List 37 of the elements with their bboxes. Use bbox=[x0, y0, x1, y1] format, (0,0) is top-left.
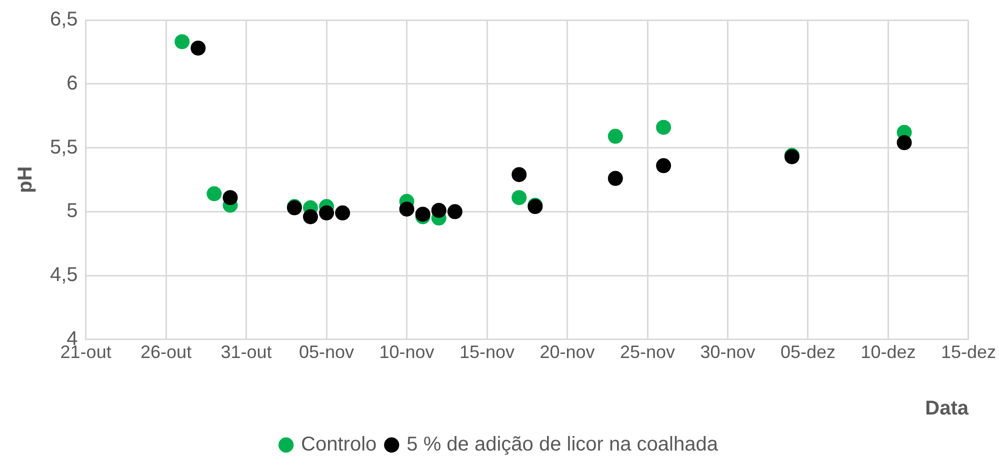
x-tick-label: 26-out bbox=[140, 342, 192, 362]
y-tick-label: 4,5 bbox=[50, 264, 78, 286]
x-tick-label: 10-nov bbox=[379, 342, 434, 362]
point bbox=[512, 167, 527, 182]
point bbox=[335, 205, 350, 220]
x-axis-title: Data bbox=[925, 398, 970, 420]
x-tick-label: 05-dez bbox=[780, 342, 836, 362]
point bbox=[431, 202, 446, 218]
point bbox=[206, 186, 222, 202]
point bbox=[222, 190, 238, 206]
y-tick-label: 5 bbox=[66, 200, 78, 222]
point bbox=[399, 202, 414, 217]
point bbox=[656, 158, 672, 174]
point bbox=[447, 204, 462, 220]
x-tick-label: 30-nov bbox=[700, 342, 756, 362]
point bbox=[512, 190, 527, 206]
point bbox=[896, 135, 912, 150]
x-tick-label: 20-nov bbox=[540, 342, 595, 362]
y-axis-title: pH bbox=[14, 166, 37, 194]
point bbox=[608, 128, 623, 144]
point bbox=[608, 170, 623, 186]
x-tick-label: 05-nov bbox=[299, 342, 354, 362]
y-tick-label: 6,5 bbox=[50, 8, 78, 31]
x-tick-label: 15-nov bbox=[459, 342, 515, 362]
legend-label: 5 % de adição de licor na coalhada bbox=[406, 434, 719, 456]
point bbox=[302, 209, 318, 224]
x-tick-label: 25-nov bbox=[620, 342, 676, 362]
point bbox=[174, 34, 190, 50]
x-tick-label: 10-dez bbox=[860, 342, 916, 362]
point bbox=[656, 120, 672, 135]
x-tick-label: 31-out bbox=[220, 342, 272, 362]
y-tick-label: 5,5 bbox=[50, 136, 78, 158]
y-tick-label: 6 bbox=[66, 72, 78, 94]
point bbox=[190, 40, 206, 56]
x-tick-label: 15-dez bbox=[940, 342, 996, 362]
legend-label: Controlo bbox=[301, 434, 377, 456]
point bbox=[319, 205, 334, 220]
